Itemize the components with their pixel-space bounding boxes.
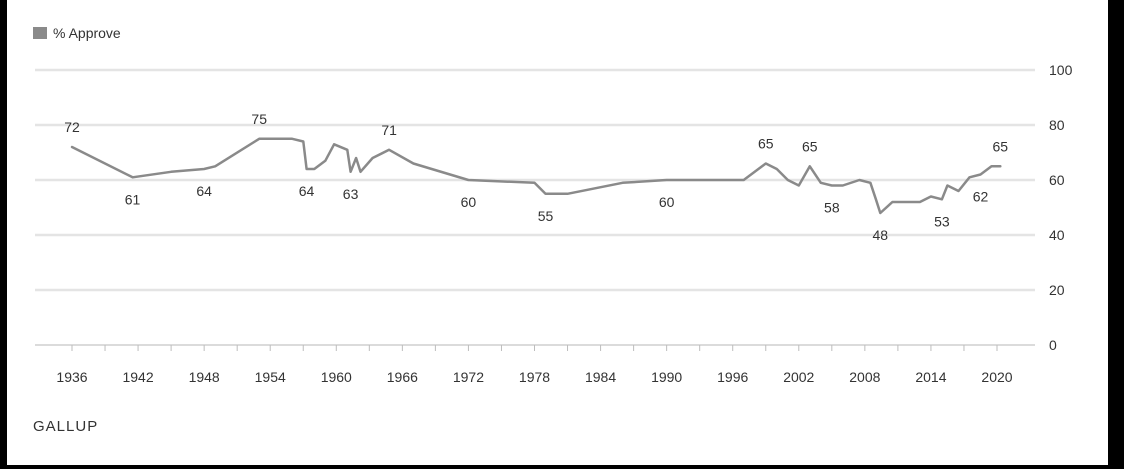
data-label: 60	[461, 194, 477, 210]
line-chart: 0 20 40 60 80 100 1936 1942 1948 1954 1960 1966 1972…	[35, 62, 1073, 385]
x-tick-label-1984: 1984	[585, 369, 616, 385]
x-tick-label-2008: 2008	[849, 369, 880, 385]
data-label: 65	[758, 136, 774, 152]
brand-label: GALLUP	[33, 418, 99, 435]
data-label: 63	[343, 186, 359, 202]
y-tick-label-40: 40	[1049, 227, 1065, 243]
x-tick-label-2002: 2002	[783, 369, 814, 385]
data-label: 65	[993, 138, 1009, 154]
x-tick-label-1966: 1966	[387, 369, 418, 385]
x-tick-label-2020: 2020	[981, 369, 1012, 385]
data-label: 48	[872, 227, 888, 243]
data-label: 62	[973, 189, 989, 205]
y-tick-label-100: 100	[1049, 62, 1073, 78]
x-tick-label-1942: 1942	[122, 369, 153, 385]
y-tick-label-0: 0	[1049, 337, 1057, 353]
x-tick-label-1996: 1996	[717, 369, 748, 385]
series-line-0	[70, 137, 1002, 215]
x-tick-label-1978: 1978	[519, 369, 550, 385]
y-tick-label-80: 80	[1049, 117, 1065, 133]
x-tick-label-1936: 1936	[56, 369, 87, 385]
data-label: 61	[125, 191, 141, 207]
data-label: 75	[251, 111, 267, 127]
y-tick-label-60: 60	[1049, 172, 1065, 188]
legend-label: % Approve	[53, 25, 121, 41]
data-label: 72	[64, 119, 80, 135]
x-tick-label-1972: 1972	[453, 369, 484, 385]
data-label: 58	[824, 200, 840, 216]
data-label: 53	[934, 213, 950, 229]
x-tick-label-1948: 1948	[189, 369, 220, 385]
x-tick-label-1990: 1990	[651, 369, 682, 385]
x-tick-label-1960: 1960	[321, 369, 352, 385]
data-label: 71	[381, 122, 397, 138]
data-label: 65	[802, 138, 818, 154]
data-label: 64	[196, 183, 212, 199]
legend: % Approve	[33, 25, 121, 41]
data-label: 55	[538, 208, 554, 224]
x-tick-label-2014: 2014	[915, 369, 946, 385]
x-tick-label-1954: 1954	[255, 369, 286, 385]
chart-panel: % Approve 0 20 40 60 80 100 1936 1942 1948 1954 19…	[7, 0, 1108, 465]
legend-swatch	[33, 27, 47, 39]
data-label: 60	[659, 194, 675, 210]
y-tick-label-20: 20	[1049, 282, 1065, 298]
data-label: 64	[299, 183, 315, 199]
